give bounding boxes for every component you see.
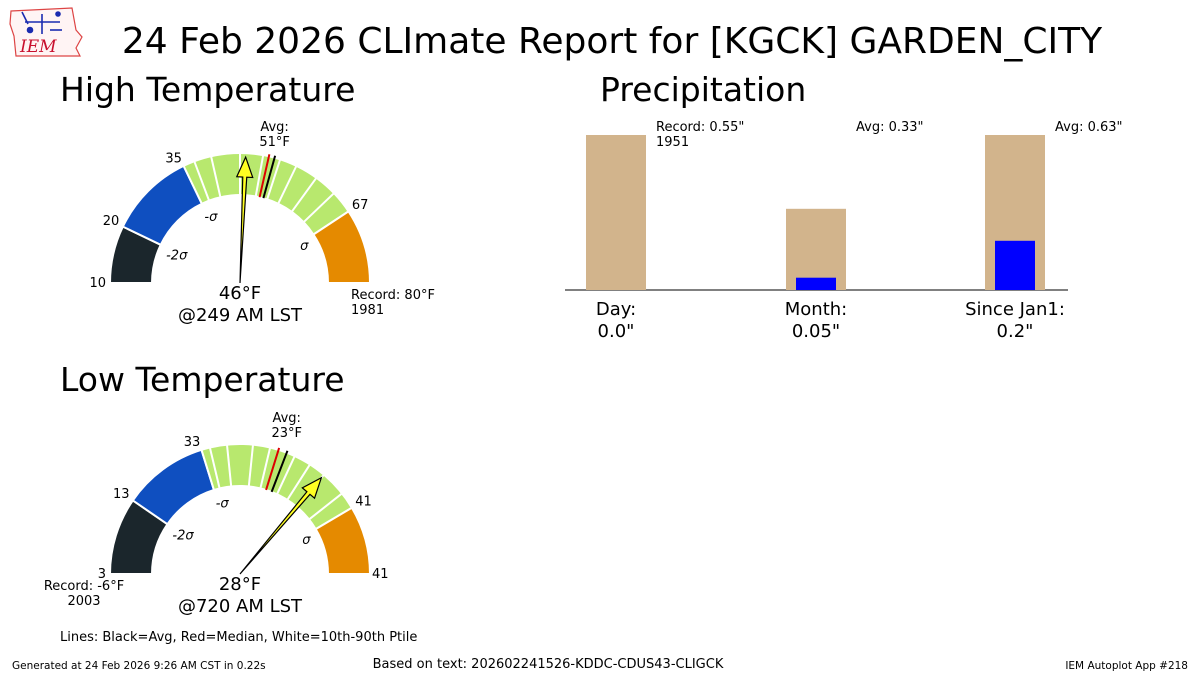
observed-time-label: @720 AM LST (178, 596, 303, 617)
percentile-line (210, 156, 222, 198)
footer-generated: Generated at 24 Feb 2026 9:26 AM CST in … (12, 660, 266, 672)
percentile-line (302, 192, 335, 223)
median-line (258, 154, 271, 198)
low-temp-gauge: Avg: 23°F 3 13 33 41 41 -2σ -σ σ 28°F@720 AM LST Re… (44, 411, 389, 617)
high-temp-gauge: Avg: 51°F 10 20 35 67 -2σ -σ σ 46°F@249 AM LST Rec… (89, 120, 435, 326)
gauge-max-label: 41 (372, 567, 389, 582)
record-label: Record: -6°F 2003 (44, 579, 124, 609)
percentile-line (247, 444, 255, 487)
avg-label: Avg: 23°F (271, 411, 302, 441)
gauge-tick-label: 13 (113, 487, 130, 502)
percentile-line (277, 165, 298, 205)
avg-line (270, 450, 289, 493)
sigma-label: -σ (204, 210, 218, 225)
percentile-line (225, 444, 233, 487)
low-temp-title: Low Temperature (60, 360, 345, 399)
percentile-line (290, 177, 318, 213)
sigma-label: σ (300, 239, 309, 254)
avg-label: Avg: 51°F (259, 120, 290, 150)
observed-needle (235, 155, 254, 284)
observed-needle (239, 476, 323, 575)
observed-value-label: 28°F (219, 574, 261, 595)
gauge-tick-label: 20 (103, 214, 120, 229)
footer-based-on: Based on text: 202602241526-KDDC-CDUS43-… (373, 657, 724, 672)
band-above-sigma (314, 506, 372, 575)
percentile-line (276, 455, 296, 495)
median-line (265, 447, 281, 491)
sigma-label: -σ (216, 497, 230, 512)
weather-station-icon (21, 11, 62, 34)
percentile-line (193, 160, 211, 201)
percentile-line (266, 159, 282, 200)
precip-title: Precipitation (600, 70, 806, 109)
gauge-tick-label: 33 (184, 435, 201, 450)
lines-legend-note: Lines: Black=Avg, Red=Median, White=10th… (60, 630, 417, 645)
percentile-line (308, 492, 343, 521)
precip-bar-chart: Record: 0.55" 1951 Day: 0.0" Avg: 0.33" Month… (565, 120, 1123, 342)
observed-value-label: 46°F (219, 283, 261, 304)
precip-observed-bar (995, 240, 1035, 290)
logo-text: IEM (19, 37, 57, 57)
sigma-label: σ (302, 533, 311, 548)
record-label: Record: 80°F 1981 (351, 288, 435, 318)
precip-category-label: Day: 0.0" (596, 299, 636, 342)
gauge-tick-label: 3 (98, 567, 106, 582)
iem-logo: IEM (9, 7, 83, 57)
iowa-outline-shape (9, 7, 83, 57)
percentile-line (254, 154, 265, 197)
precip-annotation: Record: 0.55" 1951 (656, 120, 744, 150)
sigma-label: -2σ (166, 248, 188, 263)
gauge-tick-label: 35 (165, 151, 182, 166)
page-title: 24 Feb 2026 CLImate Report for [KGCK] GA… (122, 21, 1103, 62)
observed-time-label: @249 AM LST (178, 305, 303, 326)
percentile-line (286, 463, 311, 501)
gauge-tick-label: 67 (352, 198, 369, 213)
percentile-line (259, 447, 272, 489)
precip-avg-bar (586, 135, 646, 290)
high-temp-title: High Temperature (60, 70, 355, 109)
precip-annotation: Avg: 0.63" (1055, 120, 1123, 135)
precip-category-label: Since Jan1: 0.2" (965, 299, 1065, 342)
gauge-tick-label: 41 (355, 495, 372, 510)
percentile-line (208, 447, 221, 489)
band-above-sigma (312, 209, 372, 284)
precip-avg-bar (786, 208, 846, 290)
precip-observed-bar (796, 277, 836, 290)
footer-app: IEM Autoplot App #218 (1065, 660, 1188, 672)
avg-line (262, 155, 277, 199)
precip-annotation: Avg: 0.33" (856, 120, 924, 135)
sigma-label: -2σ (172, 529, 194, 544)
precip-category-label: Month: 0.05" (785, 299, 847, 342)
gauge-tick-label: 10 (89, 276, 106, 291)
